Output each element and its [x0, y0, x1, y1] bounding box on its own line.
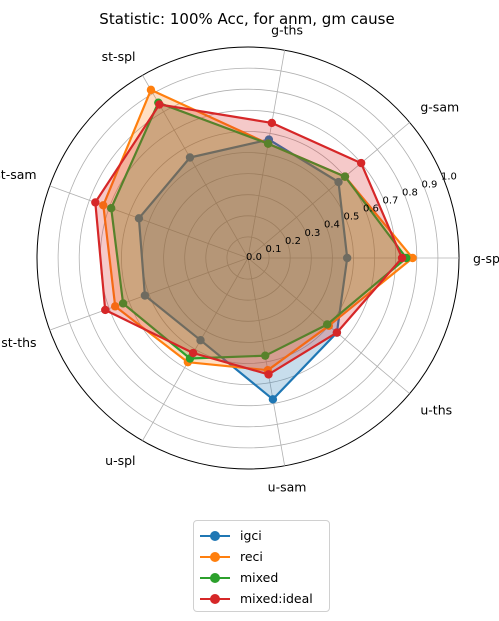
category-label-u-ths: u-ths	[420, 403, 452, 418]
category-label-u-spl: u-spl	[105, 453, 135, 468]
radial-tick-label: 0.5	[344, 212, 360, 223]
data-point-mixed-u-ths	[323, 320, 332, 329]
data-point-mixed-u-sam	[261, 351, 270, 360]
category-label-g-ths: g-ths	[271, 22, 303, 37]
data-point-mixed:ideal-u-sam	[264, 370, 273, 379]
radar-grid	[36, 46, 460, 470]
data-point-igci-g-sam	[334, 177, 343, 187]
data-point-reci-st-sam	[99, 201, 108, 210]
legend-swatch	[200, 572, 230, 584]
series-area-mixed:ideal	[95, 104, 403, 375]
data-point-mixed:ideal-g-sam	[356, 158, 366, 168]
data-point-mixed:ideal-st-spl	[155, 100, 164, 109]
legend-swatch	[200, 551, 230, 563]
data-point-igci-st-ths	[140, 291, 150, 300]
legend-item-igci: igci	[200, 525, 323, 546]
radial-tick-label: 0.7	[383, 195, 399, 206]
data-point-igci-g-spl	[342, 253, 352, 263]
category-label-st-sam: st-sam	[0, 167, 37, 182]
data-point-mixed:ideal-st-ths	[101, 305, 110, 315]
data-point-mixed-g-ths	[263, 139, 273, 148]
radial-tick-label: 0.4	[324, 220, 340, 231]
radar-spoke	[49, 257, 249, 331]
legend-label: reci	[240, 549, 263, 564]
legend-item-mixed: mixed	[200, 567, 323, 588]
category-label-g-spl: g-spl	[473, 251, 499, 266]
legend-swatch	[200, 530, 230, 542]
radial-tick-label: 0.3	[305, 228, 321, 239]
radial-tick-label: 0.8	[402, 187, 418, 198]
category-label-g-sam: g-sam	[420, 99, 459, 114]
series-area-mixed	[111, 102, 407, 359]
data-point-igci-st-sam	[134, 214, 144, 223]
data-point-mixed-g-sam	[340, 172, 350, 181]
series-line-mixed:ideal	[94, 103, 404, 376]
radial-tick-label: 0.6	[363, 204, 379, 215]
radar-spoke	[247, 50, 286, 259]
legend-label: mixed	[240, 570, 279, 585]
series-area-igci	[138, 139, 348, 400]
data-point-mixed:ideal-g-ths	[267, 118, 277, 128]
data-point-reci-st-ths	[110, 302, 120, 311]
series-layer	[91, 85, 417, 404]
radial-tick-label: 1.0	[441, 171, 457, 182]
chart-title: Statistic: 100% Acc, for anm, gm cause	[99, 10, 394, 28]
data-point-mixed:ideal-u-ths	[332, 328, 342, 337]
data-point-igci-u-spl	[196, 336, 205, 345]
data-point-mixed-st-ths	[118, 299, 128, 308]
label-layer: 0.0 0.10.2 0.30.4 0.50.6 0.70.80.9 1.0 g-spl g-…	[0, 22, 499, 494]
legend-label: igci	[240, 528, 262, 543]
radar-spoke	[142, 257, 249, 441]
legend: igci reci mixed mixed:ideal	[193, 520, 330, 612]
data-point-mixed:ideal-st-sam	[91, 198, 100, 207]
data-point-mixed-st-sam	[106, 204, 116, 213]
data-point-igci-st-spl	[185, 153, 195, 162]
category-label-st-ths: st-ths	[1, 335, 36, 350]
radar-spoke	[49, 185, 249, 259]
radar-spoke	[247, 122, 410, 259]
data-point-reci-st-spl	[146, 85, 156, 95]
category-label-u-sam: u-sam	[268, 480, 307, 495]
data-point-mixed:ideal-u-spl	[188, 348, 198, 358]
radial-tick-label: 0.0	[246, 252, 262, 263]
category-label-st-spl: st-spl	[102, 49, 136, 64]
data-point-igci-u-sam	[268, 395, 278, 404]
legend-item-mixed:ideal: mixed:ideal	[200, 588, 323, 609]
radial-tick-label: 0.9	[421, 179, 437, 190]
series-area-reci	[103, 89, 413, 371]
legend-label: mixed:ideal	[240, 591, 313, 606]
series-line-igci	[137, 138, 349, 401]
radial-tick-label: 0.1	[266, 244, 282, 255]
legend-swatch	[200, 593, 230, 605]
data-point-reci-g-spl	[408, 253, 417, 263]
series-line-mixed	[110, 101, 408, 360]
radar-spoke	[247, 257, 286, 466]
radial-tick-label: 0.2	[285, 236, 301, 247]
legend-item-reci: reci	[200, 546, 323, 567]
data-point-mixed:ideal-g-spl	[397, 253, 407, 263]
